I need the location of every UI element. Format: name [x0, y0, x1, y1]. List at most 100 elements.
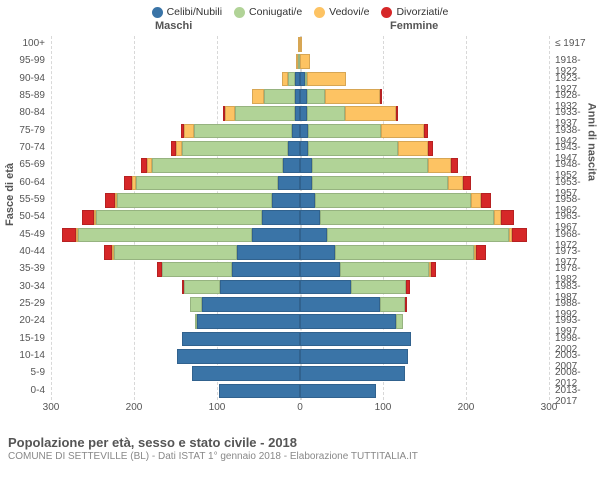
bar-segment [307, 89, 325, 104]
bar-segment [476, 245, 486, 260]
age-label: 55-59 [0, 194, 48, 205]
male-bar [177, 349, 300, 364]
female-bar [300, 262, 436, 277]
age-label: 35-39 [0, 263, 48, 274]
legend-item: Vedovi/e [314, 6, 369, 18]
legend-swatch [314, 7, 325, 18]
male-bar [182, 332, 300, 347]
bar-segment [501, 210, 514, 225]
female-bar [300, 124, 428, 139]
bar-segment [471, 193, 481, 208]
bar-segment [428, 158, 451, 173]
male-bar [195, 314, 300, 329]
bar-segment [325, 89, 380, 104]
bar-segment [182, 332, 300, 347]
bar-segment [312, 176, 448, 191]
bar-segment [283, 158, 300, 173]
female-bar [300, 314, 403, 329]
bar-segment [184, 280, 221, 295]
bar-segment [300, 366, 405, 381]
female-bar [300, 297, 407, 312]
bar-segment [225, 106, 235, 121]
pyramid-row [51, 365, 549, 382]
bar-segment [237, 245, 300, 260]
x-tick-label: 0 [297, 402, 303, 413]
bar-segment [300, 89, 307, 104]
age-label: 75-79 [0, 125, 48, 136]
bar-segment [104, 245, 112, 260]
male-bar [105, 193, 300, 208]
female-bar [300, 349, 408, 364]
grid-line [549, 36, 550, 400]
bar-segment [252, 89, 264, 104]
bar-segment [451, 158, 458, 173]
male-bar [157, 262, 300, 277]
bar-segment [182, 141, 288, 156]
bar-segment [219, 384, 300, 399]
bar-segment [190, 297, 202, 312]
bar-segment [117, 193, 271, 208]
male-bar [171, 141, 300, 156]
chart-subtitle: COMUNE DI SETTEVILLE (BL) - Dati ISTAT 1… [8, 451, 592, 462]
bar-segment [312, 158, 428, 173]
pyramid-row [51, 279, 549, 296]
birth-year-label: ≤ 1917 [552, 38, 600, 49]
male-bar [190, 297, 300, 312]
bar-segment [194, 124, 292, 139]
legend-label: Celibi/Nubili [167, 6, 222, 18]
bar-segment [398, 141, 428, 156]
bar-segment [428, 141, 433, 156]
bar-segment [448, 176, 463, 191]
birth-year-label: 2013-2017 [552, 385, 600, 407]
bar-segment [307, 72, 345, 87]
male-bar [181, 124, 301, 139]
bar-segment [340, 262, 430, 277]
pyramid-row [51, 36, 549, 53]
bar-segment [300, 124, 308, 139]
bar-segment [300, 314, 396, 329]
female-bar [300, 106, 398, 121]
pyramid-row [51, 313, 549, 330]
x-axis-ticks: 3002001000100200300 [51, 402, 549, 416]
pyramid-row [51, 157, 549, 174]
female-bar [300, 176, 471, 191]
pyramid-row [51, 175, 549, 192]
bar-segment [327, 228, 510, 243]
legend-item: Coniugati/e [234, 6, 302, 18]
bar-segment [136, 176, 279, 191]
female-bar [300, 54, 310, 69]
female-bar [300, 280, 410, 295]
bar-segment [345, 106, 396, 121]
age-label: 60-64 [0, 177, 48, 188]
pyramid-row [51, 105, 549, 122]
bar-segment [380, 89, 382, 104]
bar-segment [308, 141, 398, 156]
age-label: 85-89 [0, 90, 48, 101]
pyramid-row [51, 88, 549, 105]
age-label: 30-34 [0, 281, 48, 292]
female-bar [300, 37, 302, 52]
bar-segment [96, 210, 262, 225]
bar-segment [335, 245, 474, 260]
bar-segment [272, 193, 300, 208]
bar-segment [288, 72, 295, 87]
bar-segment [300, 245, 335, 260]
x-tick-label: 300 [43, 402, 60, 413]
bar-segment [192, 366, 300, 381]
male-bar [104, 245, 300, 260]
female-bar [300, 193, 491, 208]
bar-segment [62, 228, 75, 243]
female-bar [300, 141, 433, 156]
legend-swatch [234, 7, 245, 18]
bar-segment [351, 280, 406, 295]
bar-segment [262, 210, 300, 225]
legend-item: Celibi/Nubili [152, 6, 222, 18]
bar-segment [307, 106, 345, 121]
male-bar [62, 228, 300, 243]
age-label: 65-69 [0, 159, 48, 170]
bar-segment [202, 297, 300, 312]
pyramid-row [51, 331, 549, 348]
age-label: 5-9 [0, 367, 48, 378]
bar-segment [463, 176, 471, 191]
pyramid-row [51, 53, 549, 70]
